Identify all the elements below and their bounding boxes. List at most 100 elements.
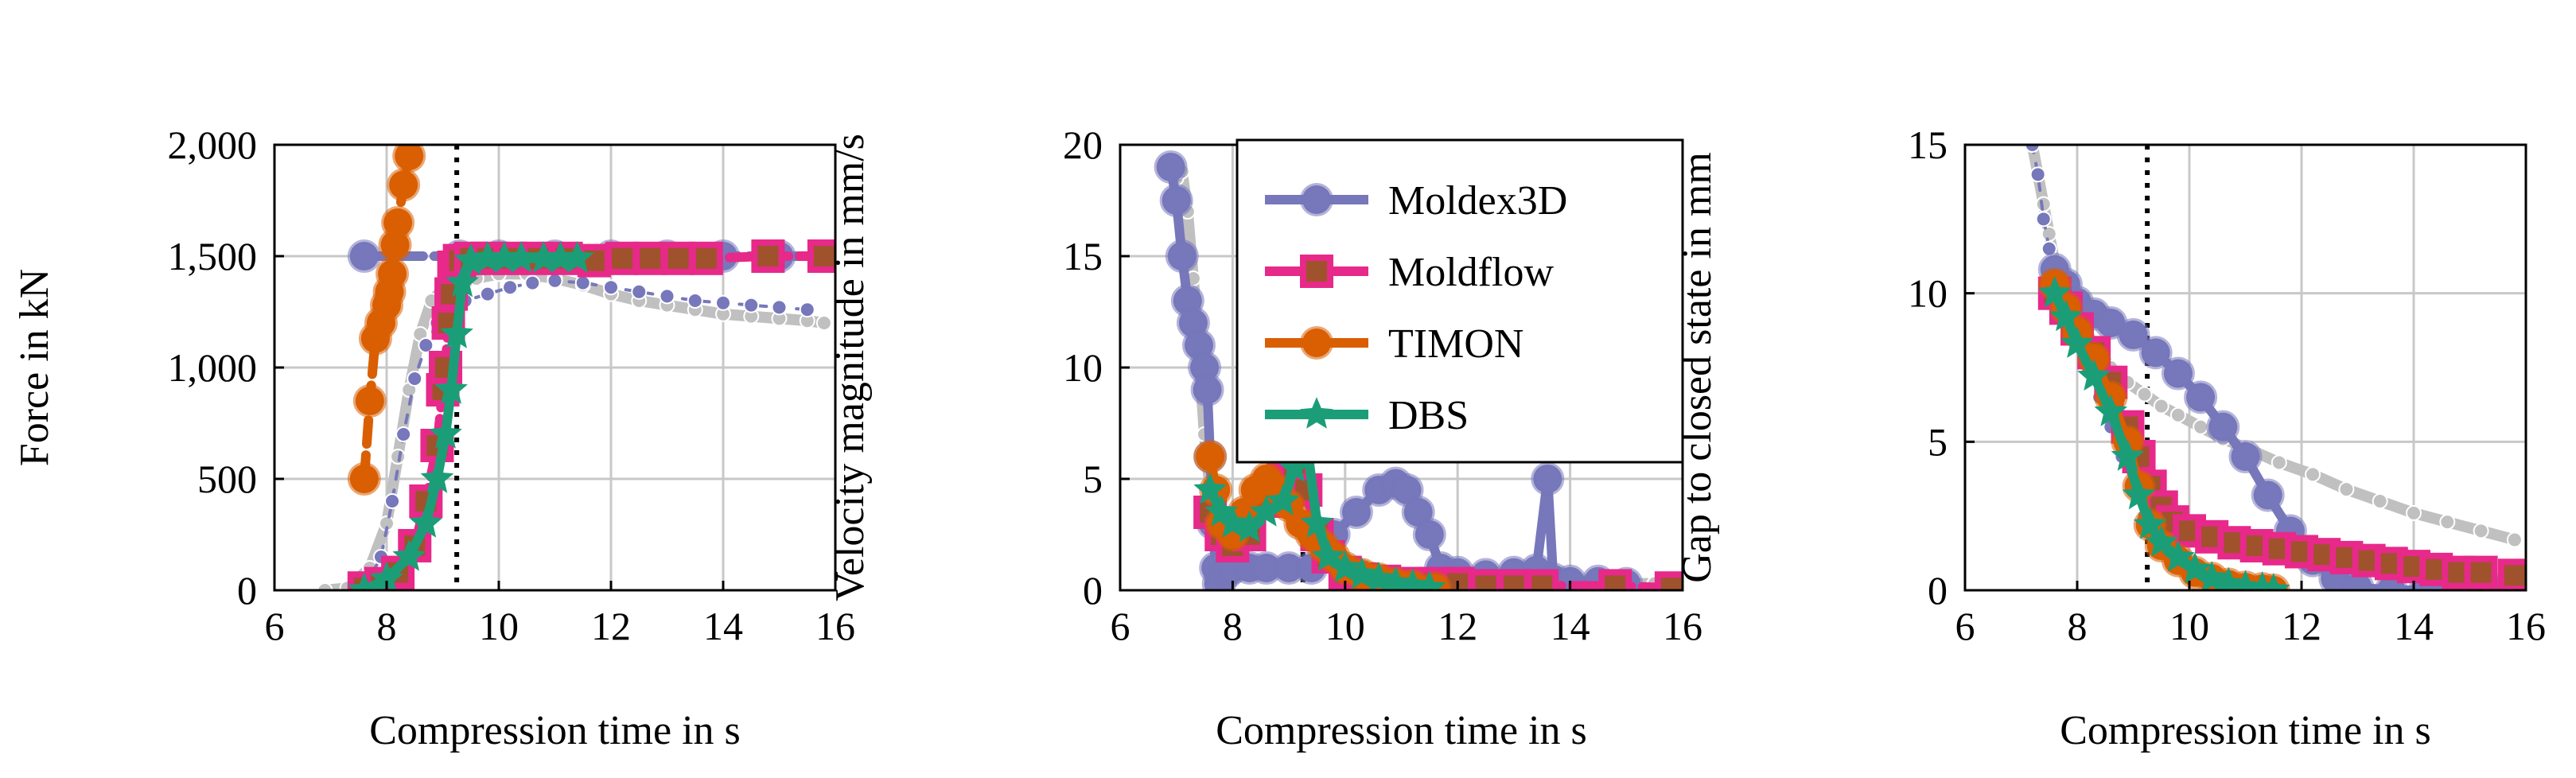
data-point — [605, 241, 640, 275]
data-point — [2161, 356, 2195, 391]
x-tick-label: 6 — [1111, 604, 1130, 648]
data-point — [1362, 562, 1395, 590]
y-tick-label: 1,000 — [168, 345, 258, 390]
data-point — [2228, 440, 2263, 473]
data-point — [2305, 466, 2321, 483]
legend-marker — [1300, 255, 1333, 288]
data-point — [2111, 439, 2145, 471]
data-point — [633, 241, 667, 275]
data-point — [1654, 571, 1683, 590]
data-point — [631, 283, 648, 300]
data-point — [1165, 239, 1199, 273]
legend-item: Moldflow — [1265, 250, 1554, 295]
data-point — [2049, 299, 2083, 332]
data-point — [687, 293, 703, 309]
data-point — [387, 168, 421, 202]
data-point — [603, 279, 619, 296]
gridlines — [273, 143, 837, 592]
series-line — [362, 278, 809, 590]
data-point — [2024, 145, 2041, 153]
legend-item: DBS — [1265, 393, 1469, 438]
x-tick-label: 14 — [2394, 604, 2434, 648]
x-tick-label: 16 — [1663, 604, 1702, 648]
x-tick-label: 10 — [479, 604, 519, 648]
data-point — [1216, 506, 1250, 538]
x-tick-label: 12 — [1438, 604, 1477, 648]
x-tick-label: 16 — [2506, 604, 2546, 648]
series-blue-reference — [356, 272, 815, 590]
data-point — [2077, 359, 2111, 391]
data-point — [2035, 211, 2052, 228]
legend-label: TIMON — [1388, 321, 1523, 367]
data-point — [392, 145, 426, 173]
data-point — [1469, 569, 1503, 590]
data-point — [2464, 555, 2498, 589]
x-tick-label: 16 — [815, 604, 855, 648]
legend-item: TIMON — [1265, 321, 1523, 367]
legend-label: Moldflow — [1388, 250, 1554, 295]
series-dbs — [348, 240, 594, 590]
gap-chart: 6 8 10 12 14 16 0 5 10 15 Compression time in s Gap… — [1675, 123, 2546, 753]
data-point — [574, 274, 591, 291]
x-axis-label: Compression time in s — [369, 708, 741, 753]
data-point — [381, 206, 415, 239]
x-tick-label: 14 — [703, 604, 743, 648]
data-point — [2029, 166, 2046, 183]
x-tick-label: 6 — [265, 604, 285, 648]
data-point — [2406, 504, 2422, 521]
data-point — [2251, 478, 2285, 512]
y-tick-label: 500 — [197, 457, 257, 501]
data-point — [352, 384, 387, 418]
x-tick-label: 14 — [1551, 604, 1590, 648]
data-point — [2169, 407, 2186, 423]
data-point — [1531, 462, 1565, 496]
x-tick-label: 10 — [2169, 604, 2209, 648]
y-tick-label: 5 — [1928, 419, 1948, 464]
data-point — [659, 288, 675, 305]
plot-area — [2024, 145, 2526, 590]
plot-area — [317, 145, 835, 590]
x-tick-label: 10 — [1325, 604, 1365, 648]
y-tick-label: 20 — [1063, 123, 1103, 167]
data-point — [440, 317, 473, 348]
x-tick-label: 6 — [1955, 604, 1975, 648]
y-tick-label: 10 — [1908, 271, 1948, 316]
data-point — [807, 239, 835, 273]
data-point — [524, 274, 541, 291]
data-point — [407, 371, 423, 387]
plot-frame — [1963, 143, 2527, 592]
series-timon — [347, 145, 426, 496]
legend-marker — [1300, 326, 1333, 360]
data-point — [547, 272, 563, 289]
legend-label: Moldex3D — [1388, 178, 1567, 224]
y-axis-label: Velocity magnitude in mm/s — [827, 134, 873, 601]
data-point — [390, 449, 407, 465]
x-tick-label: 8 — [377, 604, 397, 648]
data-point — [1525, 569, 1559, 590]
data-point — [1300, 506, 1334, 538]
data-point — [347, 462, 381, 496]
data-point — [446, 265, 479, 298]
data-point — [418, 337, 434, 353]
y-tick-label: 0 — [1083, 568, 1103, 613]
data-point — [2136, 386, 2153, 403]
data-point — [2138, 336, 2173, 370]
data-point — [1193, 473, 1227, 504]
series-line — [359, 253, 582, 590]
y-tick-label: 10 — [1063, 345, 1103, 390]
legend-marker — [1300, 183, 1333, 216]
data-point — [1154, 150, 1188, 184]
data-point — [2439, 514, 2456, 531]
data-point — [384, 493, 401, 509]
velocity-chart: 6 8 10 12 14 16 0 5 10 15 20 Compression time in s V… — [827, 123, 1702, 753]
y-tick-label: 15 — [1908, 123, 1948, 167]
y-tick-label: 0 — [237, 568, 257, 613]
data-point — [560, 240, 594, 273]
data-point — [348, 573, 381, 590]
data-point — [479, 286, 496, 302]
y-tick-label: 5 — [1083, 457, 1103, 501]
data-point — [1496, 569, 1531, 590]
y-tick-label: 0 — [1928, 568, 1948, 613]
data-point — [317, 582, 333, 590]
x-tick-label: 12 — [2282, 604, 2321, 648]
